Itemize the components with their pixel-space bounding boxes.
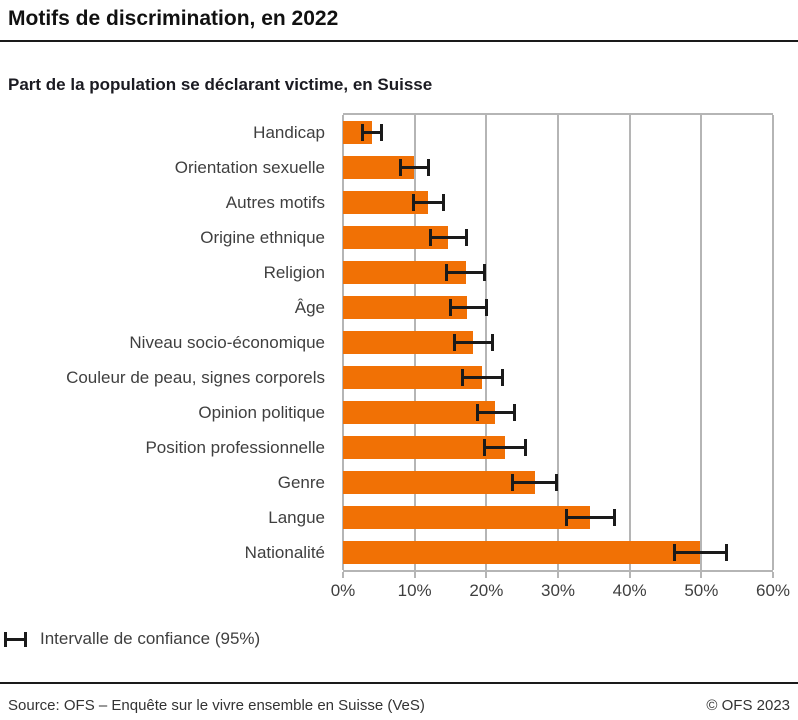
category-label: Autres motifs (225, 193, 325, 212)
category-label: Origine ethnique (200, 228, 325, 247)
bar (343, 296, 467, 319)
axis-tick (628, 572, 631, 578)
confidence-interval (429, 229, 468, 246)
error-bar-part (511, 481, 558, 484)
grid-line (628, 115, 631, 570)
category-label: Handicap (253, 123, 325, 142)
bar (343, 156, 414, 179)
error-bar-icon (4, 631, 27, 647)
axis-tick (557, 572, 559, 578)
error-bar-part (429, 236, 468, 239)
legend: Intervalle de confiance (95%) (4, 629, 260, 649)
footer-rule (0, 682, 798, 684)
axis-tick (772, 572, 774, 578)
error-bar-part (398, 166, 431, 169)
x-tick-label: 60% (755, 581, 791, 600)
error-bar-part (482, 446, 528, 449)
x-tick-label: 20% (469, 581, 504, 600)
confidence-interval (449, 299, 489, 316)
category-label: Position professionnelle (145, 438, 325, 457)
confidence-interval (360, 124, 384, 141)
axis-tick (485, 572, 488, 578)
plot-area (342, 113, 774, 572)
confidence-interval (511, 474, 558, 491)
error-bar-part (565, 516, 617, 519)
error-bar-part (411, 201, 446, 204)
category-label: Nationalité (244, 543, 325, 562)
confidence-interval (565, 509, 617, 526)
category-label: Couleur de peau, signes corporels (66, 368, 325, 387)
category-label: Âge (294, 298, 325, 317)
x-tick-label: 30% (540, 581, 576, 600)
error-bar-part (360, 131, 384, 134)
confidence-interval (398, 159, 431, 176)
footer-copyright: © OFS 2023 (706, 697, 790, 714)
x-axis-ticks (342, 572, 774, 578)
confidence-interval (411, 194, 446, 211)
x-tick-label: 0% (330, 581, 356, 600)
footer-source: Source: OFS – Enquête sur le vivre ensem… (8, 697, 425, 714)
error-bar-part (449, 306, 489, 309)
grid-line (700, 115, 703, 570)
confidence-interval (460, 369, 505, 386)
error-bar-part (452, 341, 495, 344)
bar (343, 366, 483, 389)
category-label: Niveau socio-économique (129, 333, 325, 352)
bar (343, 541, 700, 564)
confidence-interval (673, 544, 728, 561)
confidence-interval (452, 334, 495, 351)
x-tick-label: 10% (397, 581, 432, 600)
x-tick-label: 50% (684, 581, 719, 600)
axis-tick (700, 572, 703, 578)
error-bar-part (460, 376, 505, 379)
category-label: Genre (277, 473, 325, 492)
title-rule (0, 40, 798, 42)
confidence-interval (445, 264, 487, 281)
category-label: Opinion politique (198, 403, 325, 422)
category-label: Religion (263, 263, 325, 282)
error-bar-part (445, 271, 487, 274)
axis-tick (413, 572, 416, 578)
category-label: Orientation sexuelle (174, 158, 325, 177)
bar (343, 226, 448, 249)
chart-subtitle: Part de la population se déclarant victi… (8, 75, 433, 94)
confidence-interval (475, 404, 517, 421)
grid-line (557, 115, 559, 570)
bar (343, 121, 372, 144)
bar (343, 471, 536, 494)
category-label: Langue (268, 508, 325, 527)
bar (343, 191, 428, 214)
x-axis-labels: 0% 10% 20% 30% 40% 50% 60% (331, 581, 790, 603)
bar (343, 436, 505, 459)
bar (343, 331, 473, 354)
bar (343, 401, 495, 424)
axis-tick (342, 572, 344, 578)
x-tick-label: 40% (612, 581, 647, 600)
page-title: Motifs de discrimination, en 2022 (8, 7, 339, 30)
confidence-interval (482, 439, 528, 456)
grid-line (772, 115, 774, 570)
error-bar-line (4, 637, 27, 641)
error-bar-part (475, 411, 517, 414)
error-bar-part (673, 551, 728, 554)
error-bar-right-cap (24, 631, 27, 647)
bar (343, 506, 590, 529)
category-labels: Handicap Orientation sexuelle Autres motif… (0, 115, 334, 570)
legend-label: Intervalle de confiance (95%) (40, 629, 261, 648)
bar (343, 261, 466, 284)
